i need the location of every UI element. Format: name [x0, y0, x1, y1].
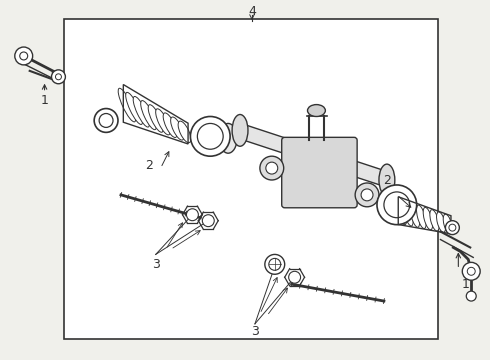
Circle shape — [99, 113, 113, 127]
Circle shape — [384, 192, 410, 218]
Ellipse shape — [219, 123, 237, 153]
Circle shape — [202, 215, 214, 227]
Text: 4: 4 — [248, 5, 256, 18]
Circle shape — [449, 224, 456, 231]
Circle shape — [20, 52, 28, 60]
Circle shape — [265, 255, 285, 274]
Circle shape — [289, 271, 300, 283]
Ellipse shape — [178, 121, 191, 143]
Circle shape — [51, 70, 65, 84]
Ellipse shape — [410, 203, 419, 227]
Ellipse shape — [126, 93, 143, 125]
Circle shape — [467, 267, 475, 275]
Circle shape — [462, 262, 480, 280]
Ellipse shape — [148, 105, 163, 132]
Text: 3: 3 — [251, 325, 259, 338]
Text: 2: 2 — [145, 159, 153, 172]
Ellipse shape — [232, 114, 248, 146]
Text: 2: 2 — [383, 174, 391, 186]
Circle shape — [15, 47, 33, 65]
Circle shape — [269, 258, 281, 270]
Ellipse shape — [396, 198, 407, 225]
Ellipse shape — [423, 207, 433, 230]
Ellipse shape — [379, 164, 395, 196]
Circle shape — [266, 162, 278, 174]
Circle shape — [187, 209, 198, 221]
Ellipse shape — [308, 105, 325, 117]
Ellipse shape — [141, 100, 156, 130]
Ellipse shape — [171, 117, 184, 140]
Ellipse shape — [443, 214, 452, 234]
Circle shape — [191, 117, 230, 156]
FancyBboxPatch shape — [282, 137, 357, 208]
Circle shape — [260, 156, 284, 180]
Circle shape — [197, 123, 223, 149]
Polygon shape — [238, 122, 389, 188]
Bar — [64, 19, 439, 339]
Ellipse shape — [118, 88, 136, 122]
Circle shape — [94, 109, 118, 132]
Circle shape — [445, 221, 459, 235]
Ellipse shape — [416, 205, 426, 229]
Circle shape — [466, 291, 476, 301]
Ellipse shape — [403, 201, 413, 226]
Text: 3: 3 — [152, 258, 160, 271]
Ellipse shape — [430, 210, 439, 231]
Ellipse shape — [133, 96, 149, 127]
Circle shape — [361, 189, 373, 201]
Circle shape — [377, 185, 416, 225]
Ellipse shape — [163, 113, 177, 138]
Text: 1: 1 — [462, 278, 469, 291]
Text: 1: 1 — [41, 94, 49, 107]
Ellipse shape — [156, 109, 170, 135]
Circle shape — [55, 74, 61, 80]
Ellipse shape — [437, 212, 445, 232]
Circle shape — [355, 183, 379, 207]
